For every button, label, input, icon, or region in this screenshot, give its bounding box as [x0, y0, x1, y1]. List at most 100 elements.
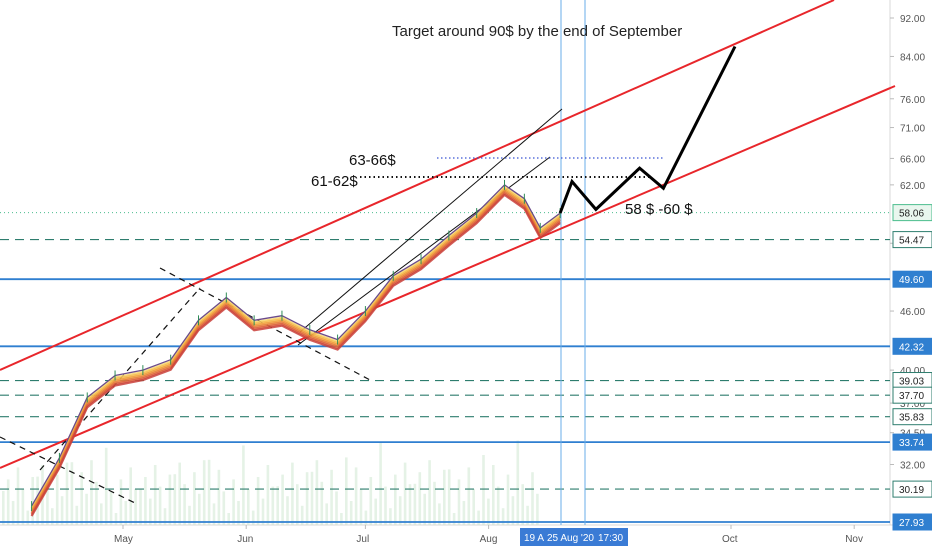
volume-bar — [247, 489, 250, 525]
date-marker-2: 25 Aug '20 — [547, 533, 594, 544]
volume-bar — [178, 462, 181, 525]
x-tick-label: Oct — [722, 534, 738, 545]
volume-bar — [335, 491, 338, 525]
volume-bar — [359, 489, 363, 525]
volume-bar — [403, 462, 407, 525]
volume-bar — [315, 460, 319, 525]
level-price-badge — [892, 480, 932, 498]
volume-bar — [271, 486, 275, 525]
volume-bar — [188, 505, 191, 525]
y-tick-label: 32.00 — [900, 460, 925, 471]
y-tick-label: 66.00 — [900, 154, 925, 165]
last-price-badge — [892, 204, 932, 222]
volume-bar — [242, 445, 245, 525]
ema-ribbon-line — [30, 193, 561, 517]
volume-bar — [389, 508, 392, 525]
volume-bar — [413, 483, 417, 525]
x-tick-label: Jul — [356, 534, 369, 545]
volume-bar — [457, 479, 461, 525]
volume-bar — [482, 455, 485, 525]
range-63-66-annotation: 63-66$ — [349, 152, 396, 169]
volume-bar — [261, 498, 265, 525]
volume-bar — [232, 479, 235, 525]
volume-bar — [477, 510, 480, 525]
level-price-badge — [892, 270, 932, 288]
level-price-badge — [892, 408, 932, 426]
volume-bar — [506, 474, 510, 525]
volume-bar — [227, 513, 230, 525]
volume-bar — [222, 491, 226, 525]
volume-bar — [100, 503, 103, 525]
volume-bar — [428, 460, 431, 525]
volume-bar — [330, 469, 333, 525]
volume-bar — [193, 472, 196, 525]
volume-bar — [55, 474, 59, 525]
volume-bar — [173, 474, 177, 525]
volume-bar — [345, 457, 348, 525]
volume-bar — [438, 503, 441, 525]
volume-bar — [467, 467, 471, 525]
volume-bar — [16, 467, 20, 525]
rising-channel-upper — [299, 108, 563, 333]
ema-ribbon-line — [30, 192, 561, 516]
volume-bar — [11, 501, 15, 525]
volume-bar — [526, 505, 529, 525]
level-price-label: 37.70 — [899, 391, 924, 402]
x-tick-label: May — [114, 534, 133, 545]
volume-bar — [2, 491, 5, 525]
level-price-label: 35.83 — [899, 413, 924, 424]
volume-bar — [320, 481, 324, 525]
volume-bar — [398, 496, 402, 525]
dashed-trend-line — [159, 267, 371, 381]
y-tick-label: 37.00 — [900, 399, 925, 410]
volume-bar — [158, 486, 162, 525]
time-marker: 17:30 — [598, 533, 623, 544]
y-tick-label: 62.00 — [900, 181, 925, 192]
x-tick-label: Jun — [237, 534, 253, 545]
volume-bar — [369, 477, 373, 525]
volume-bar — [325, 503, 328, 525]
volume-bar — [394, 474, 397, 525]
level-price-label: 27.93 — [899, 518, 924, 529]
volume-bar — [26, 510, 30, 525]
volume-bar — [109, 491, 113, 525]
volume-bar — [153, 465, 157, 525]
volume-bar — [212, 503, 216, 525]
volume-bar — [80, 472, 83, 525]
volume-bar — [134, 489, 137, 525]
last-price-label: 58.06 — [899, 209, 924, 220]
y-tick-label: 92.00 — [900, 14, 925, 25]
target-annotation: Target around 90$ by the end of Septembe… — [392, 23, 682, 40]
volume-bar — [281, 474, 284, 525]
range-61-62-annotation: 61-62$ — [311, 173, 358, 190]
volume-bar — [276, 486, 279, 525]
date-marker-1: 19 A — [524, 533, 544, 544]
volume-bar — [492, 465, 495, 525]
volume-bar — [408, 484, 412, 525]
y-tick-label: 40.00 — [900, 366, 925, 377]
volume-bar — [349, 501, 353, 525]
volume-bar — [60, 496, 64, 525]
volume-bar — [462, 501, 466, 525]
volume-bar — [144, 477, 147, 525]
level-price-badge — [892, 231, 932, 249]
volume-bar — [129, 467, 132, 525]
y-tick-label: 76.00 — [900, 95, 925, 106]
level-price-badge — [892, 513, 932, 531]
y-tick-label: 46.00 — [900, 307, 925, 318]
volume-bar — [291, 462, 294, 525]
volume-bar — [536, 493, 539, 525]
volume-bar — [198, 493, 201, 525]
volume-bar — [374, 498, 377, 525]
volume-bar — [85, 493, 88, 525]
volume-bar — [423, 493, 426, 525]
volume-bar — [168, 474, 172, 525]
volume-bar — [46, 486, 49, 525]
level-price-label: 39.03 — [899, 377, 924, 388]
volume-bar — [31, 477, 34, 525]
volume-bar — [217, 469, 221, 525]
date-marker-2-badge — [544, 528, 594, 546]
volume-bar — [183, 484, 186, 525]
